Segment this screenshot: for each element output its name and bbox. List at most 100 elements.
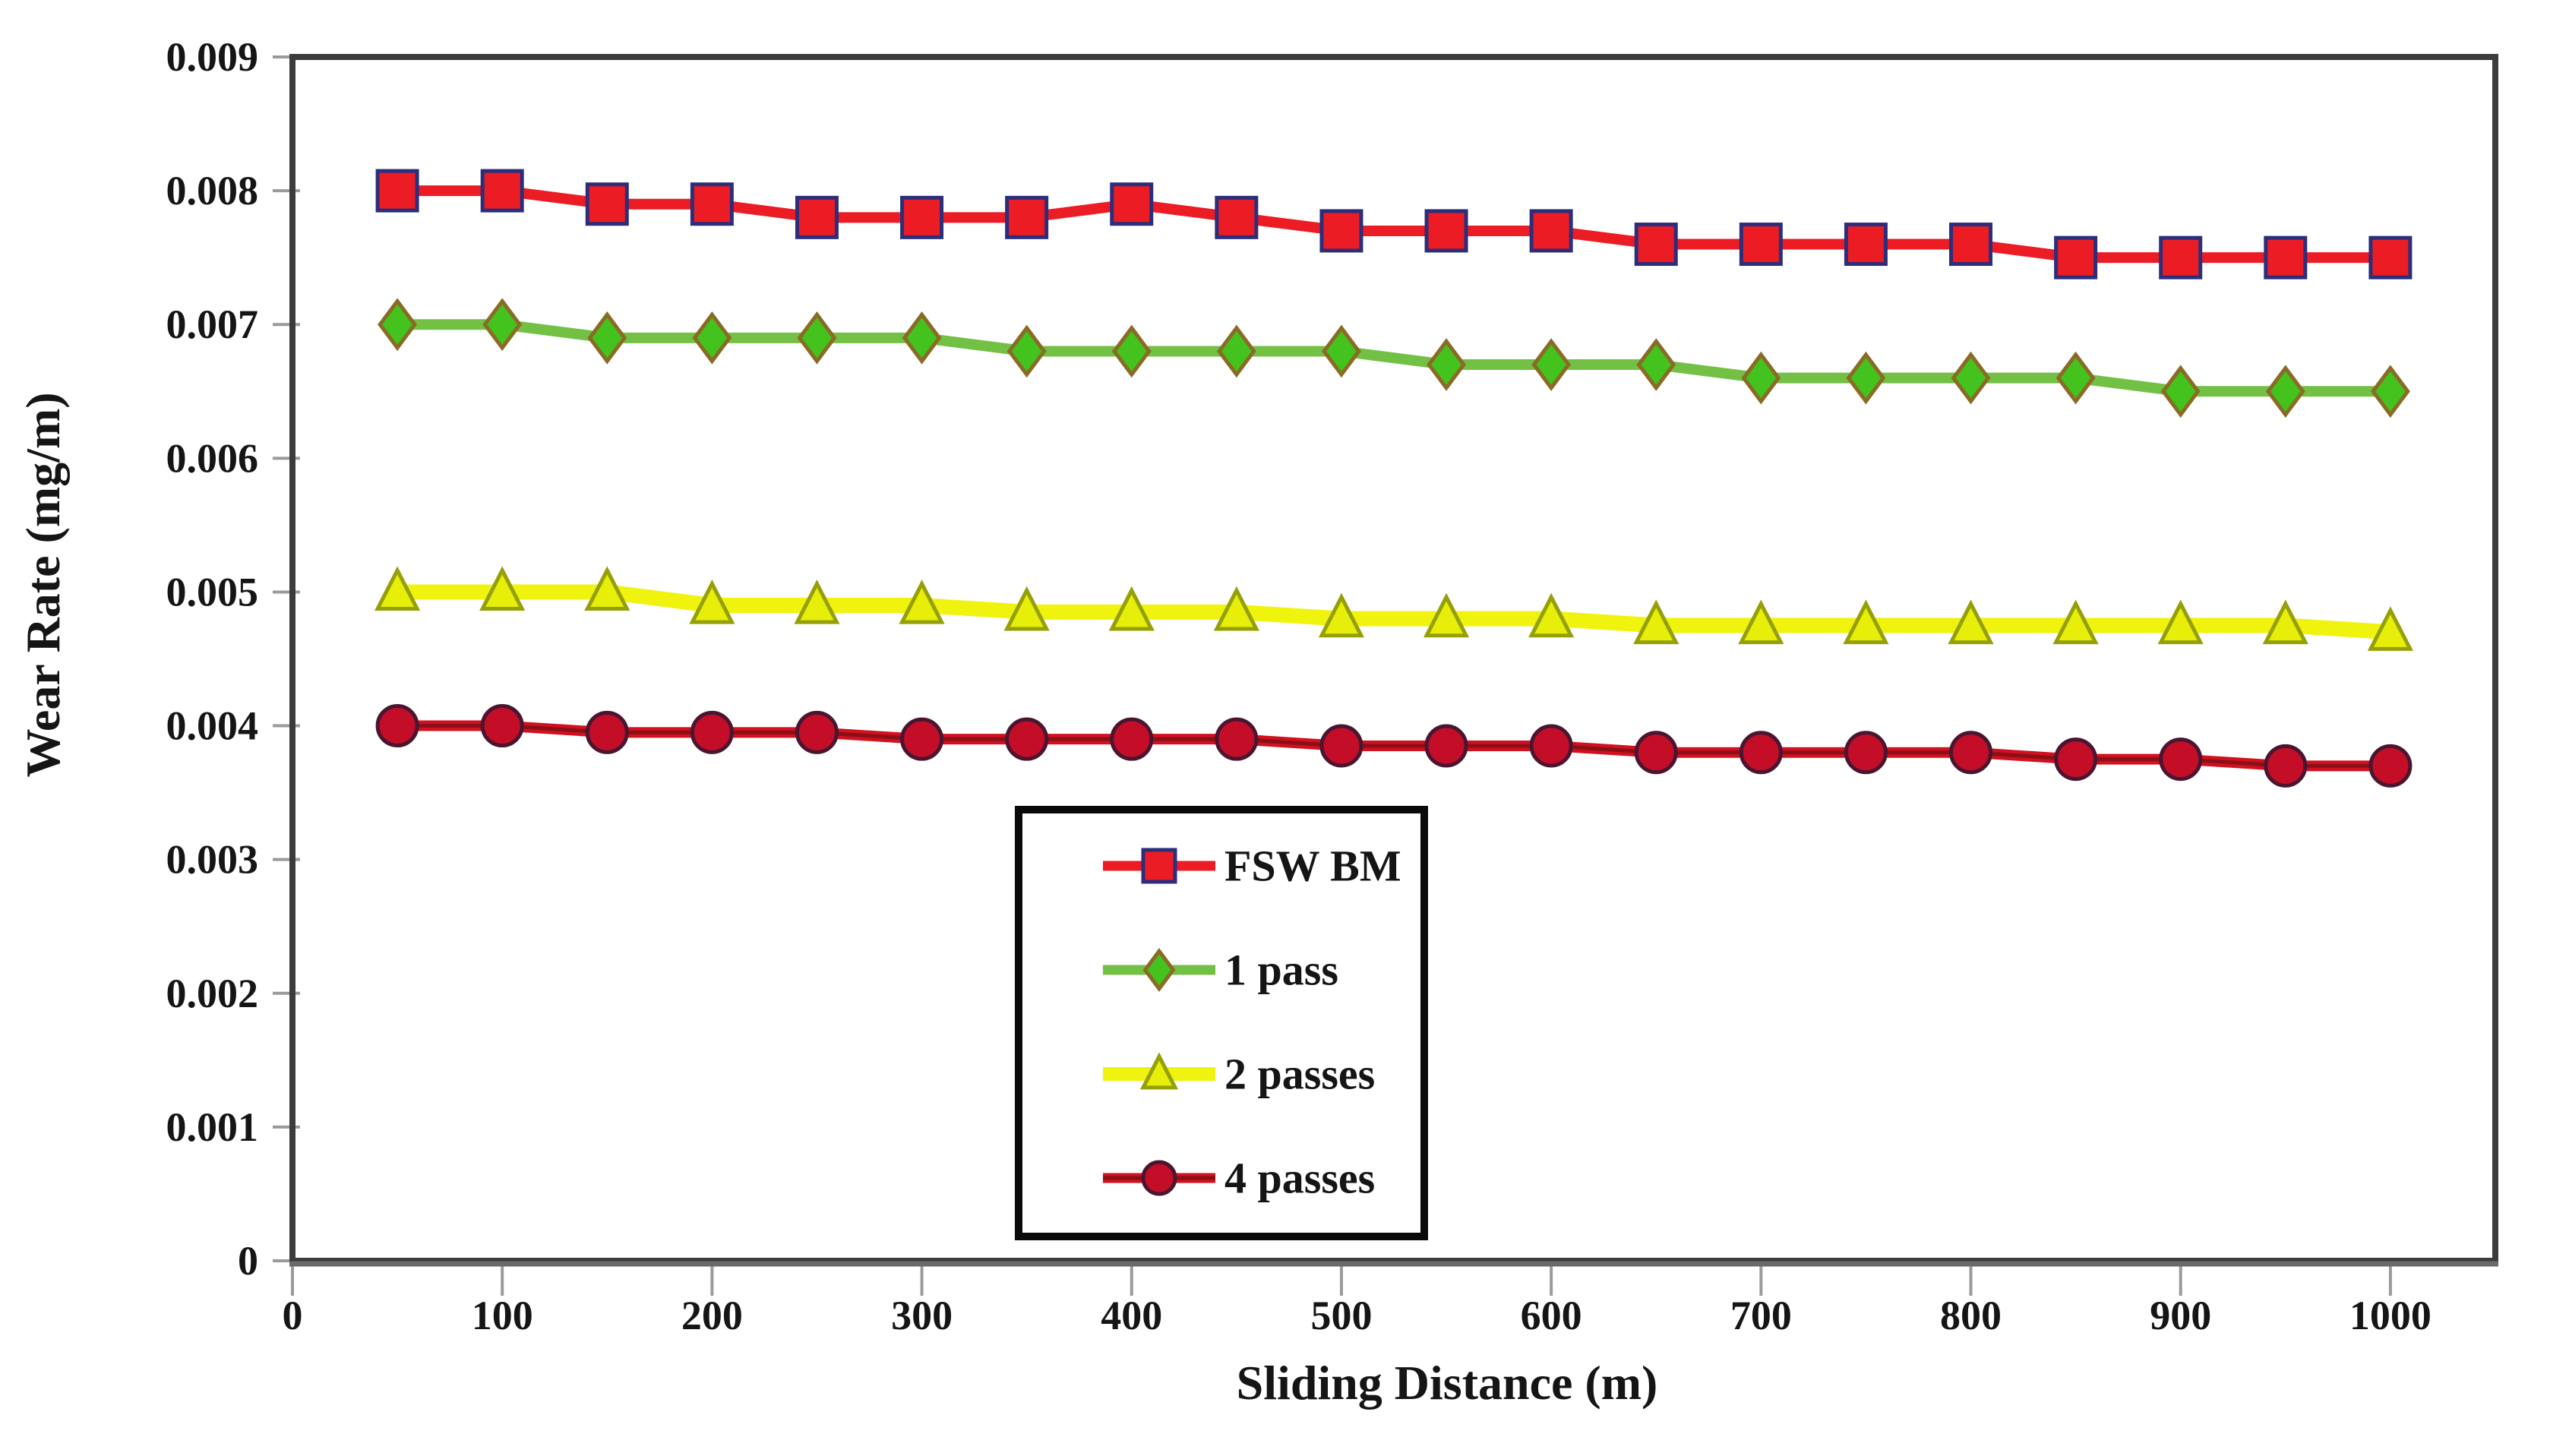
series-4-passes-marker [1739, 731, 1783, 775]
series-2-passes-marker [1108, 586, 1155, 631]
series-1-pass-marker [902, 311, 942, 365]
series-4-passes-marker [1634, 731, 1678, 775]
series-fsw-bm-marker [2368, 235, 2413, 280]
series-1-pass-marker [1111, 324, 1152, 378]
legend-swatch-marker [1141, 848, 1177, 884]
legend-swatch-marker [1142, 948, 1176, 992]
series-1-pass-marker [2370, 365, 2410, 418]
series-1-pass-marker [2265, 365, 2305, 418]
x-tick-label: 300 [891, 1293, 953, 1338]
series-4-passes-marker [585, 710, 629, 754]
y-tick-label: 0.004 [166, 703, 259, 749]
series-fsw-bm-marker [1739, 223, 1783, 267]
series-1-pass-marker [2160, 365, 2201, 418]
series-fsw-bm-marker [1215, 195, 1259, 239]
series-1-pass [378, 298, 2410, 418]
series-2-passes-marker [794, 579, 840, 624]
y-axis-title: Wear Rate (mg/m) [16, 392, 70, 777]
legend-label: 1 pass [1224, 946, 1338, 995]
y-tick-label: 0.003 [166, 837, 259, 883]
series-1-pass-marker [1006, 324, 1047, 378]
series-4-passes-marker [2264, 744, 2308, 788]
y-tick-label: 0 [238, 1238, 258, 1284]
y-tick-label: 0.001 [166, 1104, 259, 1150]
series-fsw-bm-marker [900, 195, 944, 239]
series-4-passes-marker [1215, 717, 1259, 761]
series-1-pass-marker [1216, 324, 1256, 378]
series-2-passes-marker [2367, 606, 2413, 651]
series-2-passes-marker [899, 579, 945, 624]
series-4-passes-marker [1529, 724, 1573, 768]
legend-item-1-pass: 1 pass [1103, 946, 1338, 995]
series-2-passes-marker [1318, 592, 1365, 638]
legend-item-fsw-bm: FSW BM [1103, 842, 1401, 891]
legend: FSW BM 1 pass 2 passes 4 passes [1015, 806, 1428, 1240]
series-fsw-bm-marker [2264, 235, 2308, 280]
series-2-passes-marker [2262, 599, 2308, 645]
series-1-pass-marker [1636, 338, 1676, 391]
x-tick-label: 200 [681, 1293, 743, 1338]
series-4-passes-marker [795, 710, 839, 754]
series-1-pass-marker [1951, 351, 1991, 405]
x-tick-label: 800 [1940, 1293, 2002, 1338]
y-tick-label: 0.009 [166, 34, 259, 80]
x-tick-label: 100 [472, 1293, 533, 1338]
series-1-pass-marker [378, 298, 418, 352]
y-tick-label: 0.005 [166, 569, 259, 614]
x-tick-label: 600 [1521, 1293, 1582, 1338]
series-fsw-bm-marker [795, 195, 839, 239]
series-fsw-bm-marker [1949, 223, 1993, 267]
series-2-passes-marker [2052, 599, 2099, 645]
legend-swatch-marker [1139, 1052, 1179, 1090]
legend-label: 2 passes [1224, 1050, 1375, 1099]
x-tick-label: 500 [1310, 1293, 1372, 1338]
series-2-passes-marker [1843, 599, 1889, 645]
legend-box [1015, 806, 1428, 1240]
x-axis-title: Sliding Distance (m) [1237, 1356, 1658, 1410]
series-4-passes-marker [1110, 717, 1154, 761]
series-1-pass-marker [1531, 338, 1572, 391]
series-1-pass-marker [692, 311, 732, 365]
series-fsw-bm [375, 169, 2413, 280]
legend-label: 4 passes [1224, 1154, 1375, 1203]
plot-frame [289, 54, 2498, 1264]
series-fsw-bm-marker [1005, 195, 1049, 239]
x-tick-label: 1000 [2349, 1293, 2432, 1338]
series-fsw-bm-marker [2159, 235, 2203, 280]
series-fsw-bm-marker [1529, 209, 1573, 253]
series-fsw-bm-marker [1634, 223, 1678, 267]
x-tick-label: 0 [283, 1293, 303, 1338]
series-4-passes-marker [1424, 724, 1468, 768]
y-tick-label: 0.007 [166, 302, 259, 347]
series-fsw-bm-marker [1424, 209, 1468, 253]
series-4-passes-marker [2368, 744, 2413, 788]
legend-swatch-marker [1141, 1160, 1177, 1196]
series-4-passes-marker [900, 717, 944, 761]
series-2-passes-marker [1423, 592, 1470, 638]
series-2-passes-marker [689, 579, 735, 624]
series-4-passes-marker [480, 704, 524, 748]
series-4-passes-marker [2054, 737, 2098, 782]
x-tick-label: 700 [1730, 1293, 1792, 1338]
series-4-passes-marker [1319, 724, 1363, 768]
series-2-passes-line [397, 584, 2391, 640]
series-fsw-bm-marker [1319, 209, 1363, 253]
legend-label: FSW BM [1224, 842, 1401, 891]
series-fsw-bm-marker [690, 182, 734, 226]
x-tick-label: 400 [1101, 1293, 1162, 1338]
series-fsw-bm-marker [1844, 223, 1888, 267]
series-1-pass-marker [482, 298, 523, 352]
series-2-passes-marker [584, 566, 630, 611]
series-4-passes-marker [2159, 737, 2203, 782]
series-2-passes-marker [1213, 586, 1259, 631]
series-fsw-bm-marker [1110, 182, 1154, 226]
series-2-passes-marker [479, 566, 526, 611]
series-4-passes-marker [690, 710, 734, 754]
y-tick-label: 0.006 [166, 435, 259, 481]
series-1-pass-marker [1427, 338, 1467, 391]
legend-item-2-passes: 2 passes [1103, 1050, 1375, 1099]
series-fsw-bm-marker [375, 169, 419, 213]
chart-generated-content: 0 0.001 0.002 0.003 0.004 0.005 0.006 0.007 0.00… [166, 34, 2498, 1338]
